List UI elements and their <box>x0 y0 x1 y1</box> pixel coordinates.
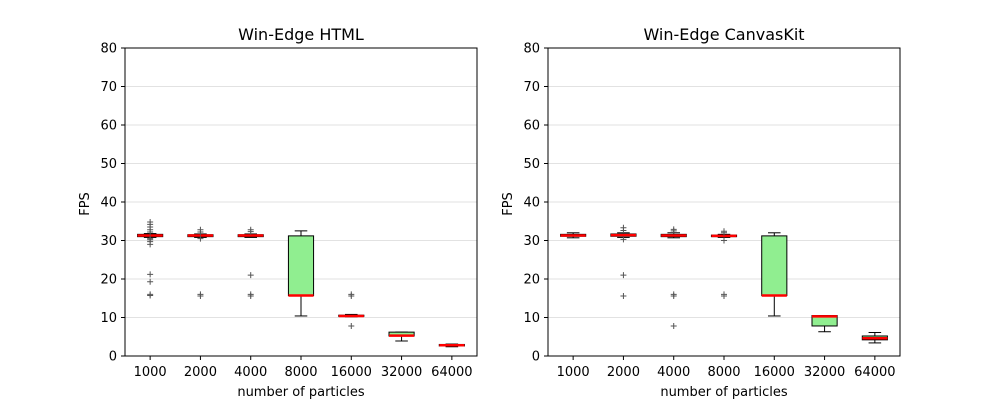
y-axis-label: FPS <box>78 192 93 216</box>
y-tick-label: 30 <box>100 234 117 249</box>
x-axis-label: number of particles <box>660 385 788 400</box>
x-tick-label: 16000 <box>754 365 795 380</box>
y-tick-label: 50 <box>523 157 540 172</box>
y-tick-label: 80 <box>523 42 540 57</box>
y-tick-label: 40 <box>523 196 540 211</box>
y-tick-label: 50 <box>100 157 117 172</box>
y-tick-label: 40 <box>100 196 117 211</box>
y-tick-label: 20 <box>100 273 117 288</box>
outlier-point <box>670 226 677 233</box>
outlier-point <box>147 271 154 278</box>
y-tick-label: 70 <box>523 80 540 95</box>
outlier-point <box>721 291 727 298</box>
outlier-point <box>620 292 627 299</box>
x-tick-label: 8000 <box>707 365 740 380</box>
outlier-point <box>197 235 204 242</box>
chart-right: Win-Edge CanvasKit number of particles F… <box>501 25 901 400</box>
x-tick-label: 64000 <box>431 365 472 380</box>
y-axis-label: FPS <box>501 192 516 216</box>
x-tick-label: 32000 <box>381 365 422 380</box>
box-32000 <box>811 315 838 333</box>
chart-left: Win-Edge HTML number of particles FPS 0 1… <box>78 25 478 400</box>
x-tick-label: 1000 <box>134 365 167 380</box>
x-tick-label: 4000 <box>657 365 690 380</box>
outlier-point <box>670 291 677 298</box>
outlier-point <box>147 219 154 226</box>
y-tick-label: 30 <box>523 234 540 249</box>
outlier-point <box>147 291 154 298</box>
x-tick-label: 8000 <box>284 365 317 380</box>
box-1000 <box>560 232 587 239</box>
outlier-point <box>247 272 254 279</box>
outlier-point <box>670 322 677 329</box>
y-tick-label: 10 <box>523 311 540 326</box>
box-64000 <box>861 332 888 344</box>
box-16000 <box>761 232 788 317</box>
chart-title: Win-Edge CanvasKit <box>643 25 804 44</box>
box-2000 <box>610 224 637 299</box>
box-1000 <box>137 219 164 299</box>
outlier-point <box>247 226 254 233</box>
outlier-point <box>620 236 627 243</box>
outlier-point <box>620 272 627 279</box>
outlier-point <box>197 226 204 233</box>
x-tick-label: 16000 <box>331 365 372 380</box>
box-8000 <box>710 228 738 299</box>
x-axis-label: number of particles <box>237 385 365 400</box>
box-4000 <box>237 226 264 299</box>
outlier-point <box>247 291 254 298</box>
x-tick-label: 2000 <box>607 365 640 380</box>
outlier-point <box>147 278 154 285</box>
outlier-point <box>147 235 154 242</box>
y-tick-label: 60 <box>523 119 540 134</box>
plot-frame <box>547 47 901 357</box>
x-tick-label: 4000 <box>234 365 267 380</box>
y-tick-label: 70 <box>100 80 117 95</box>
y-tick-label: 10 <box>100 311 117 326</box>
plot-frame <box>124 47 478 357</box>
box-2000 <box>187 226 214 299</box>
box-body <box>761 235 788 297</box>
x-tick-label: 64000 <box>854 365 895 380</box>
x-tick-label: 32000 <box>804 365 845 380</box>
box-16000 <box>338 291 365 329</box>
y-tick-label: 80 <box>100 42 117 57</box>
x-tick-label: 2000 <box>184 365 217 380</box>
box-4000 <box>660 226 687 329</box>
box-8000 <box>287 230 315 317</box>
outlier-point <box>197 291 204 298</box>
outlier-point <box>620 224 627 231</box>
outlier-point <box>348 322 355 329</box>
box-body <box>287 235 315 297</box>
chart-title: Win-Edge HTML <box>238 25 364 44</box>
y-tick-label: 60 <box>100 119 117 134</box>
outlier-point <box>721 237 727 244</box>
box-64000 <box>438 343 465 348</box>
outlier-point <box>721 228 727 235</box>
y-tick-label: 20 <box>523 273 540 288</box>
x-tick-label: 1000 <box>557 365 590 380</box>
y-tick-label: 0 <box>109 350 117 365</box>
outlier-point <box>348 291 355 298</box>
box-32000 <box>388 331 415 342</box>
y-tick-label: 0 <box>532 350 540 365</box>
